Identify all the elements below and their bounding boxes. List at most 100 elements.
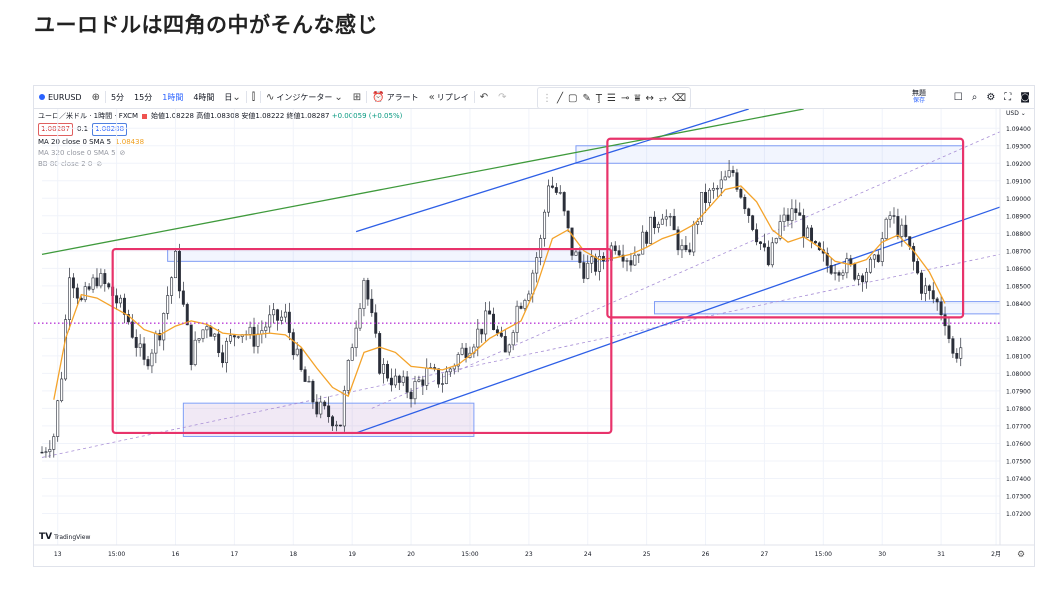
legend-ma320[interactable]: MA 320 close 0 SMA 5 ⊘ bbox=[38, 148, 402, 159]
pitchfork-icon[interactable]: ⥅ bbox=[658, 92, 667, 104]
redo-button[interactable]: ↷ bbox=[493, 86, 511, 108]
candle-body bbox=[621, 254, 625, 262]
sell-price-button[interactable]: 1.08287 bbox=[38, 123, 73, 136]
candle-body bbox=[264, 326, 268, 331]
candle-body bbox=[170, 277, 174, 296]
rectangle-icon[interactable]: ▢ bbox=[568, 92, 578, 104]
chart-type-button[interactable]: ⫿ bbox=[247, 86, 260, 108]
brush-icon[interactable]: ✎ bbox=[582, 92, 591, 104]
candle-body bbox=[829, 265, 833, 274]
candle-body bbox=[134, 337, 138, 348]
candle-body bbox=[931, 290, 935, 300]
fullscreen-icon[interactable]: ⛶ bbox=[1004, 91, 1012, 103]
candle-body bbox=[566, 210, 570, 229]
measure-icon[interactable]: ↔ bbox=[645, 92, 654, 104]
candle-body bbox=[448, 368, 452, 373]
layout-name-button[interactable]: 無題 保存 bbox=[912, 89, 926, 105]
ruler-icon[interactable]: ⩸ bbox=[634, 92, 641, 104]
candle-body bbox=[876, 254, 880, 262]
candle-body bbox=[393, 375, 397, 386]
candle-body bbox=[735, 172, 739, 190]
gear-icon[interactable]: ⚙ bbox=[986, 91, 996, 103]
candle-body bbox=[810, 227, 814, 242]
time-tick-label: 20 bbox=[407, 551, 415, 558]
candle-body bbox=[87, 286, 91, 290]
candle-body bbox=[295, 348, 299, 356]
price-chart[interactable]: 1.0828742:39 USD ⌄ 1.09400 1.09300 1.09200 1… bbox=[34, 109, 1034, 565]
candle-body bbox=[845, 258, 849, 274]
interval-1d-button[interactable]: 日 ⌄ bbox=[219, 86, 245, 108]
candle-body bbox=[711, 188, 715, 191]
fib-icon[interactable]: ☰ bbox=[606, 92, 616, 104]
camera-icon[interactable]: ◙ bbox=[1020, 91, 1030, 103]
candle-body bbox=[755, 229, 759, 243]
candle-body bbox=[594, 256, 598, 272]
candle-body bbox=[527, 293, 531, 301]
tradingview-chart-widget[interactable]: EURUSD ⊕ 5分 15分 1時間 4時間 日 ⌄ ⫿ ∿ インジケーター … bbox=[33, 85, 1035, 567]
symbol-search-button[interactable]: EURUSD bbox=[34, 86, 87, 108]
eraser-icon[interactable]: ⌫ bbox=[671, 92, 686, 104]
price-tick-label: 1.07700 bbox=[1006, 423, 1031, 430]
candle-body bbox=[386, 364, 389, 379]
candle-body bbox=[766, 246, 770, 266]
buy-price-button[interactable]: 1.08288 bbox=[92, 123, 128, 136]
compare-symbol-button[interactable]: ⊕ bbox=[87, 86, 105, 108]
candle-body bbox=[927, 285, 931, 291]
interval-1h-button[interactable]: 1時間 bbox=[162, 92, 184, 102]
eye-off-icon[interactable]: ⊘ bbox=[119, 149, 126, 157]
candle-body bbox=[617, 250, 621, 256]
candle-body bbox=[688, 249, 692, 253]
candle-body bbox=[692, 224, 696, 253]
candle-body bbox=[916, 261, 920, 274]
candle-body bbox=[884, 218, 888, 239]
legend-ma20[interactable]: MA 20 close 0 SMA 5 1.08438 bbox=[38, 137, 402, 148]
candle-body bbox=[440, 383, 444, 385]
candle-body bbox=[201, 329, 205, 339]
horizontal-line-icon[interactable]: ⊸ bbox=[620, 92, 630, 104]
tradingview-logo[interactable]: TV TradingView bbox=[39, 532, 90, 542]
alert-button[interactable]: ⏰ アラート bbox=[367, 86, 423, 108]
time-tick-label: 15:00 bbox=[108, 551, 125, 558]
search-icon[interactable]: ⌕ bbox=[971, 91, 978, 103]
candle-body bbox=[119, 297, 123, 304]
candle-body bbox=[547, 185, 550, 213]
candle-body bbox=[217, 333, 221, 354]
checkbox-icon[interactable]: ☐ bbox=[953, 91, 963, 103]
legend-symbol-title[interactable]: ユーロ／米ドル · 1時間 · FXCM bbox=[38, 112, 139, 120]
legend-bb[interactable]: BB 80 close 2 0 ⊘ bbox=[38, 159, 402, 170]
indicators-button[interactable]: ∿ インジケーター ⌄ bbox=[261, 86, 348, 108]
trend-line-icon[interactable]: ╱ bbox=[557, 92, 564, 104]
eye-off-icon[interactable]: ⊘ bbox=[96, 160, 103, 168]
candle-body bbox=[637, 253, 641, 256]
candle-body bbox=[684, 245, 688, 251]
candle-body bbox=[44, 451, 48, 453]
candle-body bbox=[645, 231, 649, 244]
candle-body bbox=[570, 227, 574, 256]
candle-body bbox=[535, 257, 539, 274]
text-tool-icon[interactable]: Ţ bbox=[595, 92, 602, 104]
price-tick-label: 1.08600 bbox=[1006, 266, 1031, 273]
price-tick-label: 1.07800 bbox=[1006, 406, 1031, 413]
undo-button[interactable]: ↶ bbox=[475, 86, 493, 108]
price-tick-label: 1.09000 bbox=[1006, 196, 1031, 203]
candle-body bbox=[71, 277, 75, 289]
drag-handle-icon[interactable]: ⋮ bbox=[542, 92, 552, 104]
price-axis-bg bbox=[1000, 109, 1034, 565]
interval-4h-button[interactable]: 4時間 bbox=[193, 92, 215, 102]
replay-button[interactable]: « リプレイ bbox=[424, 86, 474, 108]
price-tick-label: 1.09400 bbox=[1006, 126, 1031, 133]
ma-20-line bbox=[53, 185, 946, 400]
candle-body bbox=[653, 216, 656, 228]
candle-body bbox=[181, 290, 185, 305]
toolbar-divider bbox=[104, 91, 106, 103]
candle-body bbox=[790, 208, 794, 221]
layouts-button[interactable]: ⊞ bbox=[348, 86, 366, 108]
interval-5m-button[interactable]: 5分 bbox=[110, 92, 125, 102]
interval-15m-button[interactable]: 15分 bbox=[134, 92, 153, 102]
candle-body bbox=[857, 275, 861, 280]
toolbar-divider bbox=[260, 91, 262, 103]
candle-body bbox=[707, 189, 711, 203]
candle-body bbox=[935, 298, 939, 303]
dash-trend-line bbox=[371, 131, 1001, 409]
candle-body bbox=[158, 333, 162, 341]
